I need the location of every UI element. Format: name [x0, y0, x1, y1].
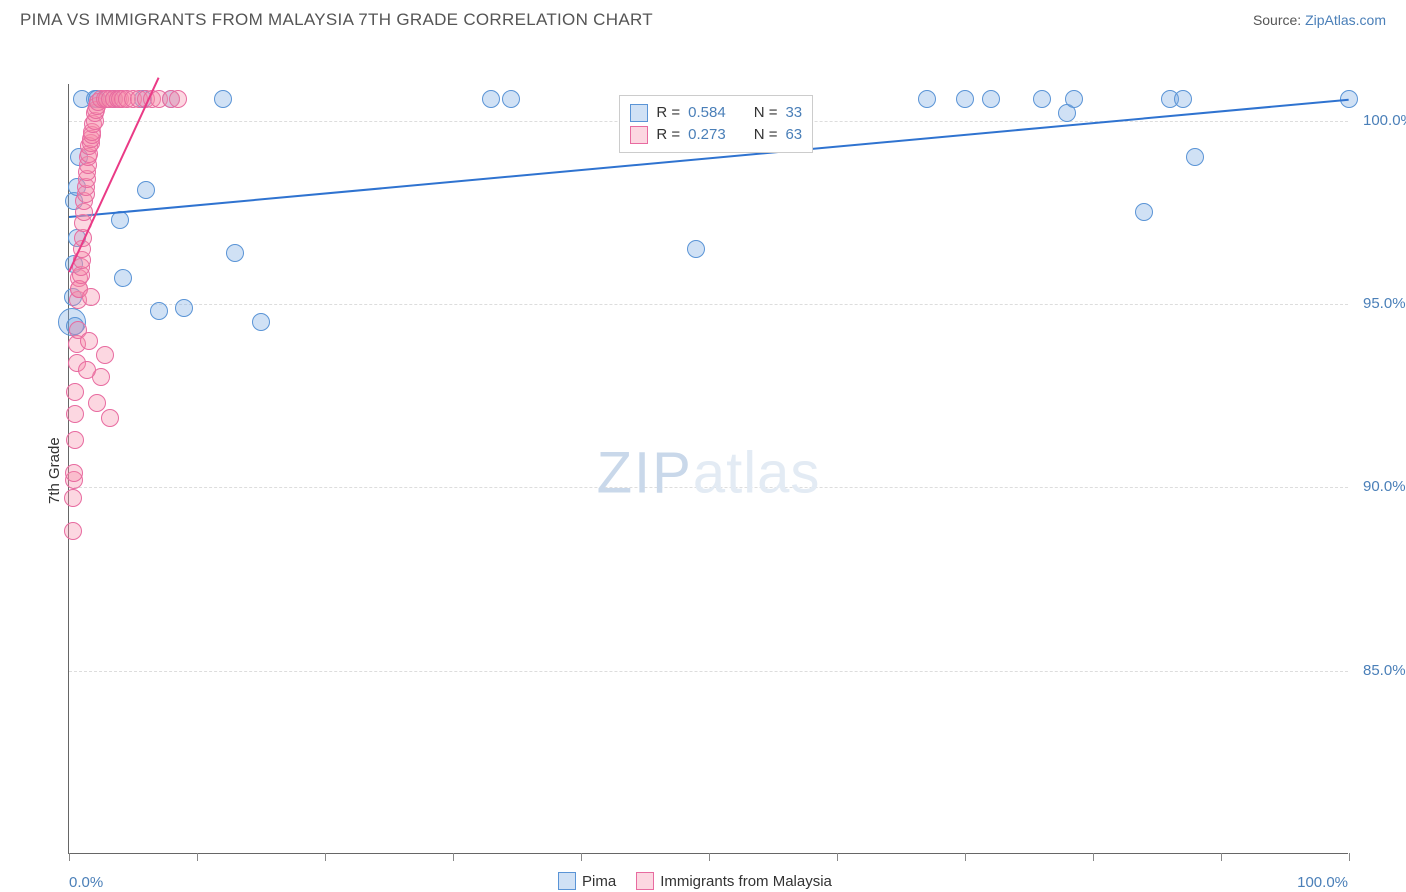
data-point	[66, 383, 84, 401]
data-point	[66, 405, 84, 423]
data-point	[482, 90, 500, 108]
data-point	[65, 464, 83, 482]
x-tick	[69, 853, 70, 861]
legend-row: R = 0.584 N = 33	[630, 102, 802, 124]
legend-r-label: R =	[656, 104, 680, 121]
watermark: ZIPatlas	[597, 439, 821, 506]
x-tick	[1221, 853, 1222, 861]
source-prefix: Source:	[1253, 12, 1305, 28]
legend-n-label: N =	[754, 126, 778, 143]
data-point	[169, 90, 187, 108]
data-point	[502, 90, 520, 108]
data-point	[114, 269, 132, 287]
legend-swatch	[636, 872, 654, 890]
grid-line	[69, 671, 1348, 672]
x-tick	[965, 853, 966, 861]
data-point	[78, 361, 96, 379]
x-tick	[1349, 853, 1350, 861]
legend-swatch	[630, 126, 648, 144]
data-point	[64, 522, 82, 540]
data-point	[80, 332, 98, 350]
legend-item: Immigrants from Malaysia	[636, 872, 832, 890]
data-point	[175, 299, 193, 317]
source-link[interactable]: ZipAtlas.com	[1305, 12, 1386, 28]
data-point	[1033, 90, 1051, 108]
data-point	[96, 346, 114, 364]
chart-title: PIMA VS IMMIGRANTS FROM MALAYSIA 7TH GRA…	[20, 10, 653, 30]
x-axis-label-right: 100.0%	[1297, 874, 1348, 891]
x-tick	[197, 853, 198, 861]
y-axis-title: 7th Grade	[46, 437, 63, 504]
legend-n-value: 33	[785, 104, 802, 121]
legend-label: Immigrants from Malaysia	[660, 873, 832, 890]
legend-n-value: 63	[785, 126, 802, 143]
chart-header: PIMA VS IMMIGRANTS FROM MALAYSIA 7TH GRA…	[0, 0, 1406, 36]
x-tick	[709, 853, 710, 861]
legend-swatch	[630, 104, 648, 122]
data-point	[64, 489, 82, 507]
data-point	[137, 181, 155, 199]
data-point	[82, 288, 100, 306]
source-attribution: Source: ZipAtlas.com	[1253, 12, 1386, 28]
x-tick	[453, 853, 454, 861]
x-axis-label-left: 0.0%	[69, 874, 103, 891]
data-point	[1174, 90, 1192, 108]
legend-r-value: 0.273	[688, 126, 726, 143]
data-point	[150, 302, 168, 320]
series-legend: Pima Immigrants from Malaysia	[558, 872, 832, 890]
x-tick	[325, 853, 326, 861]
y-tick-label: 100.0%	[1363, 112, 1406, 129]
x-tick	[1093, 853, 1094, 861]
legend-row: R = 0.273 N = 63	[630, 124, 802, 146]
data-point	[918, 90, 936, 108]
data-point	[982, 90, 1000, 108]
legend-swatch	[558, 872, 576, 890]
correlation-legend: R = 0.584 N = 33 R = 0.273 N = 63	[619, 95, 813, 153]
y-tick-label: 85.0%	[1363, 662, 1406, 679]
data-point	[66, 431, 84, 449]
data-point	[252, 313, 270, 331]
y-tick-label: 90.0%	[1363, 478, 1406, 495]
y-tick-label: 95.0%	[1363, 295, 1406, 312]
data-point	[214, 90, 232, 108]
data-point	[88, 394, 106, 412]
data-point	[1065, 90, 1083, 108]
data-point	[101, 409, 119, 427]
legend-item: Pima	[558, 872, 616, 890]
grid-line	[69, 304, 1348, 305]
data-point	[956, 90, 974, 108]
data-point	[1135, 203, 1153, 221]
data-point	[226, 244, 244, 262]
legend-r-label: R =	[656, 126, 680, 143]
grid-line	[69, 487, 1348, 488]
x-tick	[837, 853, 838, 861]
data-point	[1186, 148, 1204, 166]
legend-n-label: N =	[754, 104, 778, 121]
legend-label: Pima	[582, 873, 616, 890]
data-point	[687, 240, 705, 258]
legend-r-value: 0.584	[688, 104, 726, 121]
x-tick	[581, 853, 582, 861]
plot-area: 100.0%95.0%90.0%85.0%0.0%100.0%ZIPatlasR…	[68, 84, 1348, 854]
